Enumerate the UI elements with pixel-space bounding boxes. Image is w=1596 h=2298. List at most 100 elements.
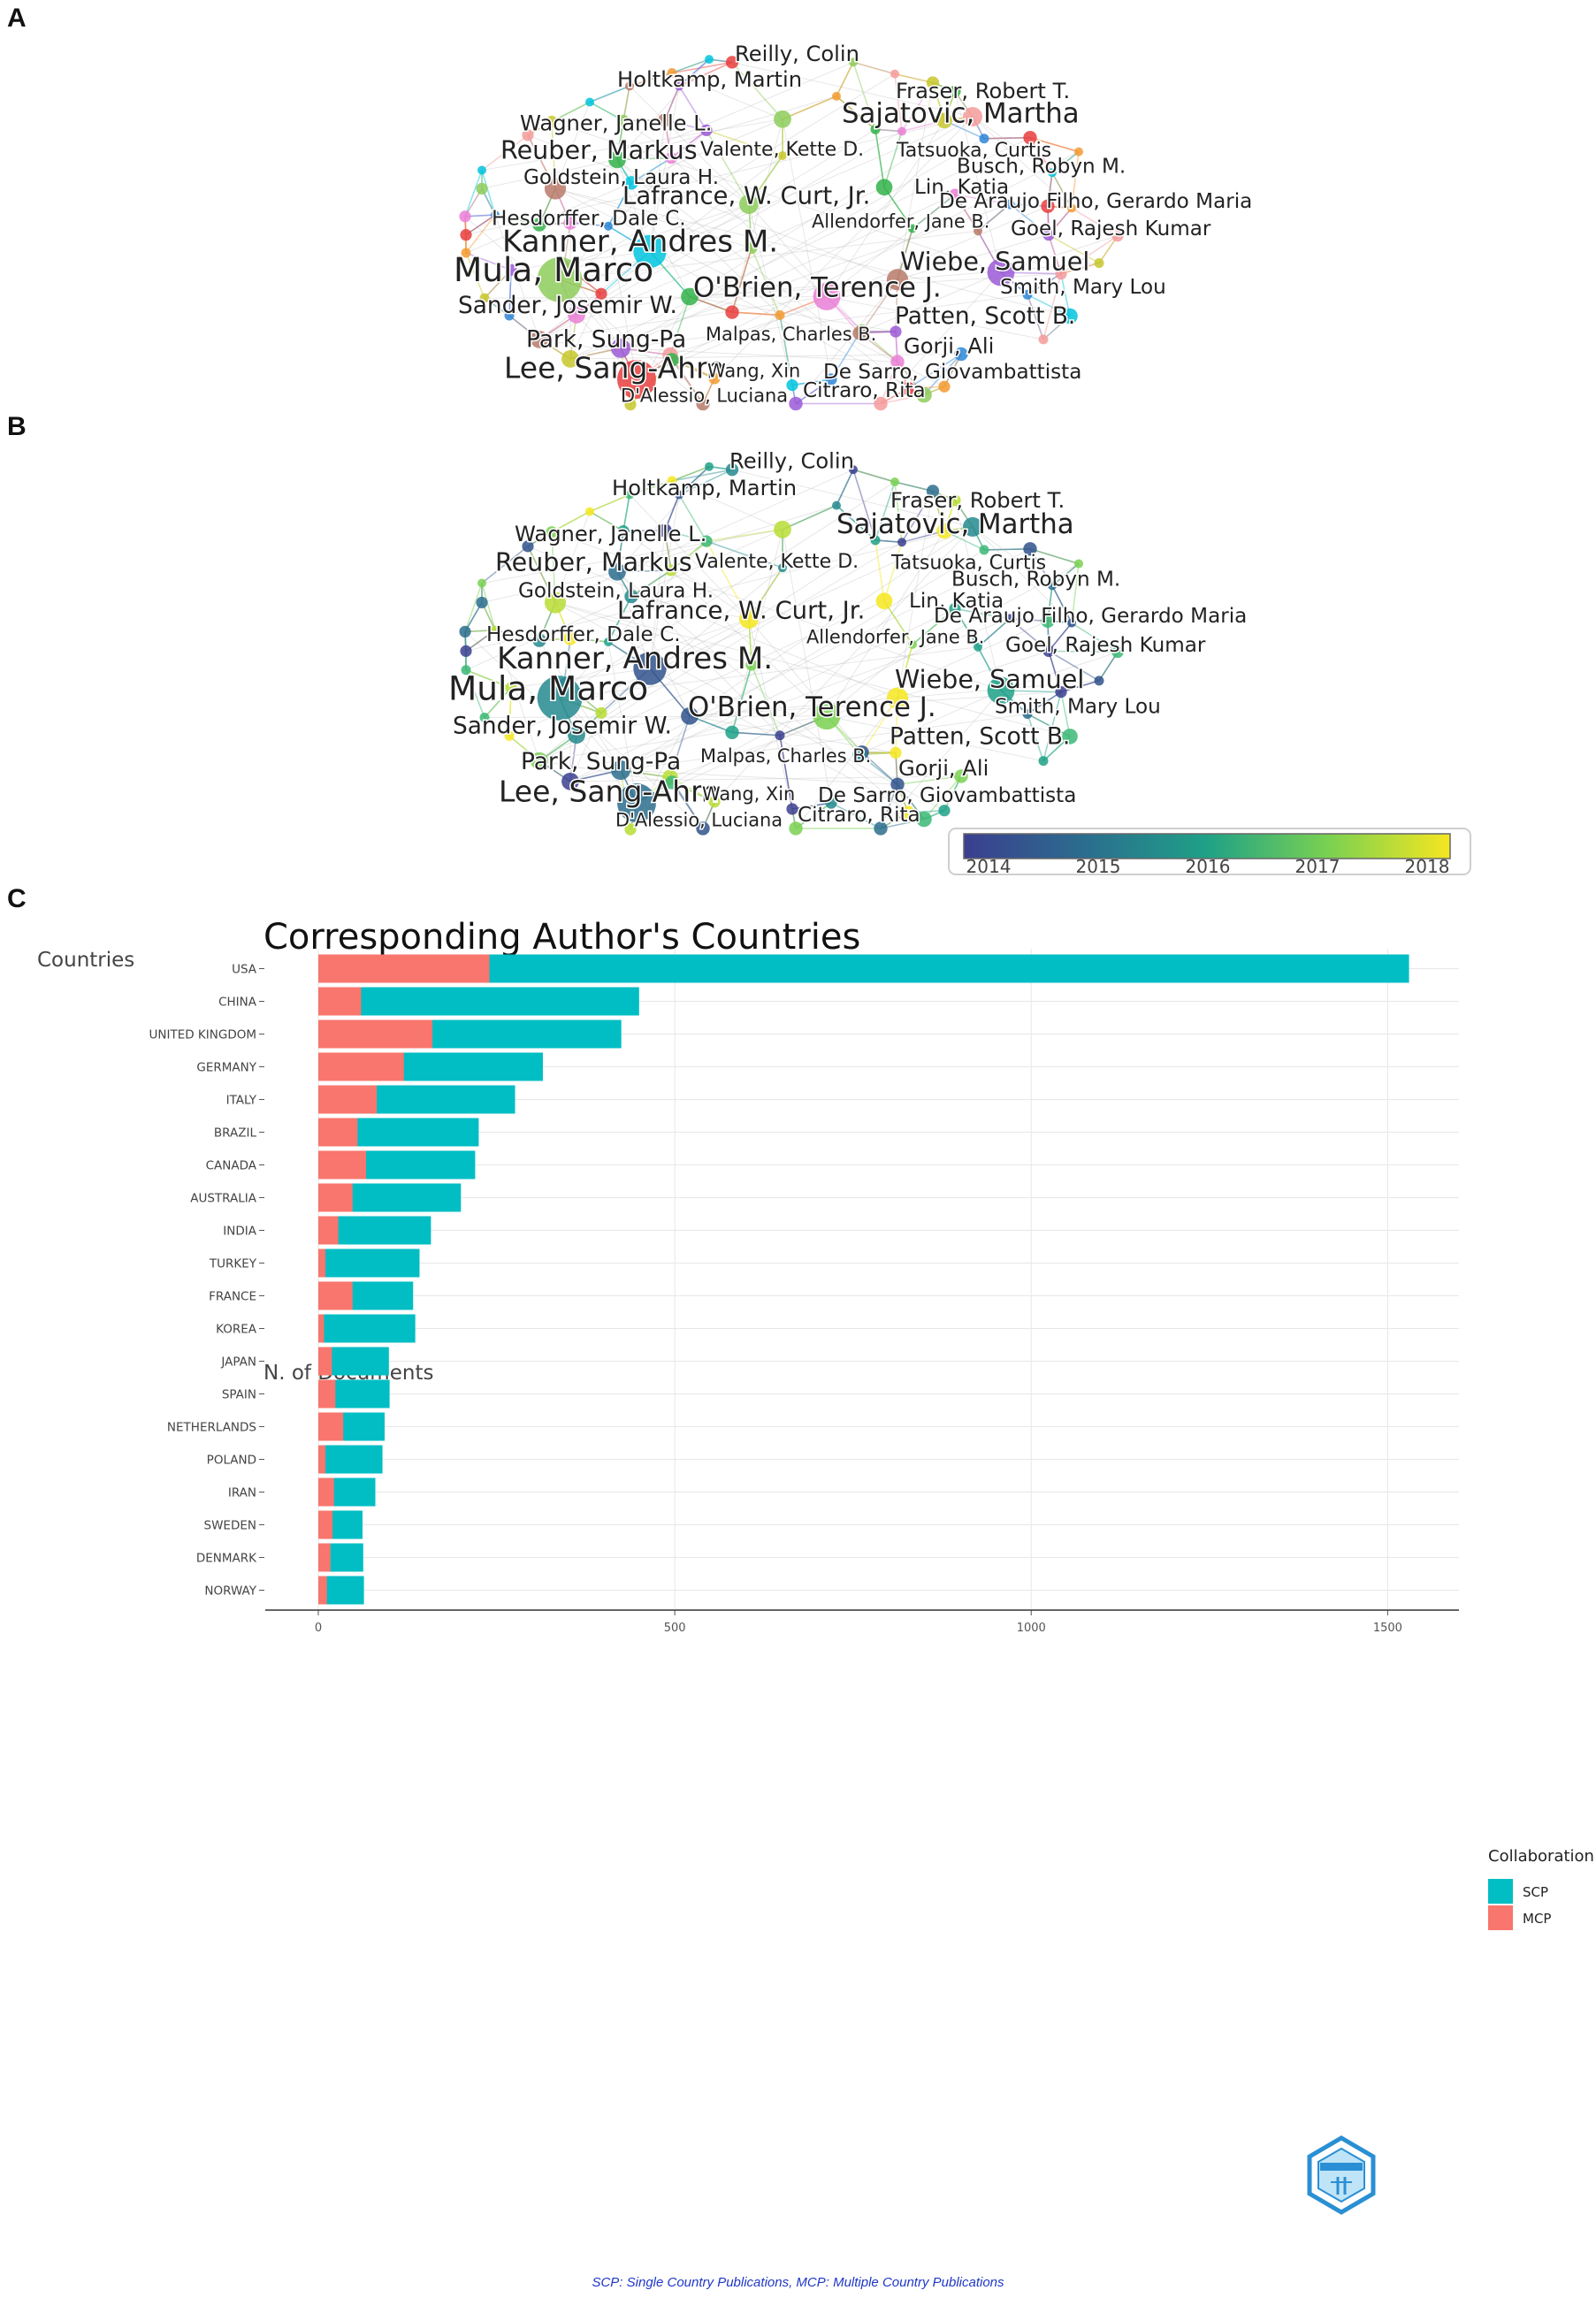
network-node: [681, 706, 699, 725]
y-tick-labels: USA CHINA UNITED KINGDOM GERMANY ITALY BRAZIL…: [149, 963, 264, 1599]
network-node: [604, 637, 613, 646]
network-edge: [465, 526, 974, 652]
network-edge: [484, 716, 510, 737]
network-node: [633, 652, 667, 685]
network-edge: [678, 466, 710, 496]
network-edge: [894, 73, 903, 132]
network-edge: [589, 510, 624, 532]
network-node: [870, 535, 881, 546]
bars: [318, 954, 1409, 1605]
network-edge: [589, 493, 630, 513]
x-tick-label: 1500: [1373, 1622, 1402, 1635]
bar-mcp-germany: [318, 1052, 404, 1081]
network-edge: [1060, 262, 1100, 275]
network-edge: [465, 630, 496, 653]
network-edge: [1071, 622, 1119, 653]
network-edge: [636, 563, 1080, 804]
network-edge: [1048, 207, 1073, 236]
network-edge: [894, 73, 934, 84]
network-node: [504, 310, 515, 321]
network-node: [617, 524, 630, 538]
y-tick-label: TURKEY: [209, 1257, 257, 1271]
network-edge: [589, 510, 624, 532]
network-edge: [983, 547, 1031, 551]
network-edge: [671, 359, 704, 404]
network-edge: [874, 481, 896, 541]
countries-bar-chart: Corresponding Author's Countries Countri…: [37, 917, 1594, 2215]
network-edge: [874, 539, 885, 601]
network-edge: [1027, 691, 1062, 715]
chart-title: Corresponding Author's Countries: [263, 917, 860, 958]
network-edge: [538, 600, 885, 762]
network-edge: [569, 713, 602, 782]
node-label-holtkamp: Holtkamp, Martin: [617, 67, 802, 92]
node-label-tatsuoka: Tatsuoka, Curtis: [896, 140, 1051, 162]
network-edge: [852, 61, 896, 75]
network-edge: [589, 85, 630, 103]
network-edge: [977, 203, 1011, 232]
network-edge: [912, 194, 956, 230]
network-edge: [563, 618, 750, 683]
network-edge: [1051, 562, 1080, 587]
node-label-hesdorffer: Hesdorffer, Dale C.: [492, 208, 686, 231]
node-label-lafrance: Lafrance, W. Curt, Jr.: [617, 596, 865, 624]
network-edge: [852, 469, 876, 541]
network-node: [1074, 559, 1083, 569]
network-edge: [852, 469, 896, 483]
panel-letter-c: C: [7, 884, 27, 913]
colorbar-tick-label: 2014: [966, 856, 1012, 875]
network-edge: [484, 687, 512, 719]
network-edge: [748, 567, 783, 620]
node-label-smith: Smith, Mary Lou: [995, 695, 1161, 718]
network-node: [825, 797, 837, 809]
network-node: [608, 562, 626, 581]
network-edge: [731, 61, 783, 120]
network-edge: [861, 752, 898, 785]
node-label-lee: Lee, Sang-Ahm: [504, 350, 724, 385]
network-node: [1048, 168, 1057, 178]
network-edge: [649, 86, 680, 252]
network-edge: [883, 187, 913, 229]
network-edge: [782, 504, 837, 531]
network-edge: [510, 250, 651, 271]
network-edge: [465, 252, 485, 299]
network-edge: [912, 607, 956, 645]
network-edge: [563, 637, 571, 683]
network-edge: [954, 607, 979, 648]
node-label-wiebe: Wiebe, Samuel: [895, 664, 1084, 694]
network-edge: [508, 687, 512, 737]
network-node: [1004, 199, 1015, 210]
network-edge: [779, 735, 793, 810]
y-axis-title: Countries: [37, 949, 134, 972]
network-edge: [1048, 234, 1062, 274]
network-edge: [616, 505, 837, 573]
node-label-kanner: Kanner, Andres M.: [502, 224, 778, 259]
network-node: [886, 269, 909, 291]
network-edge: [494, 214, 540, 225]
network-edge: [1009, 618, 1050, 652]
node-label-wiebe: Wiebe, Samuel: [900, 246, 1089, 276]
network-edge: [649, 618, 750, 669]
network-node: [890, 355, 905, 369]
network-edge: [538, 187, 885, 340]
network-edge: [779, 315, 793, 386]
network-node: [531, 752, 548, 770]
network-edge: [880, 783, 898, 829]
network-edge: [836, 469, 854, 506]
bar-mcp-united-kingdom: [318, 1019, 432, 1049]
network-edge: [622, 531, 750, 620]
network-edge: [706, 129, 783, 157]
network-edge: [630, 182, 750, 205]
network-edge: [954, 607, 979, 648]
network-node: [786, 803, 798, 815]
network-node: [789, 396, 803, 411]
network-node: [1023, 130, 1037, 145]
network-node: [696, 821, 710, 836]
node-label-tatsuoka: Tatsuoka, Curtis: [890, 552, 1046, 574]
network-edge: [836, 62, 854, 97]
network-node: [531, 331, 548, 348]
network-node: [936, 112, 952, 129]
network-node: [544, 178, 567, 200]
network-edge: [538, 250, 651, 340]
network-edge: [1029, 136, 1080, 153]
